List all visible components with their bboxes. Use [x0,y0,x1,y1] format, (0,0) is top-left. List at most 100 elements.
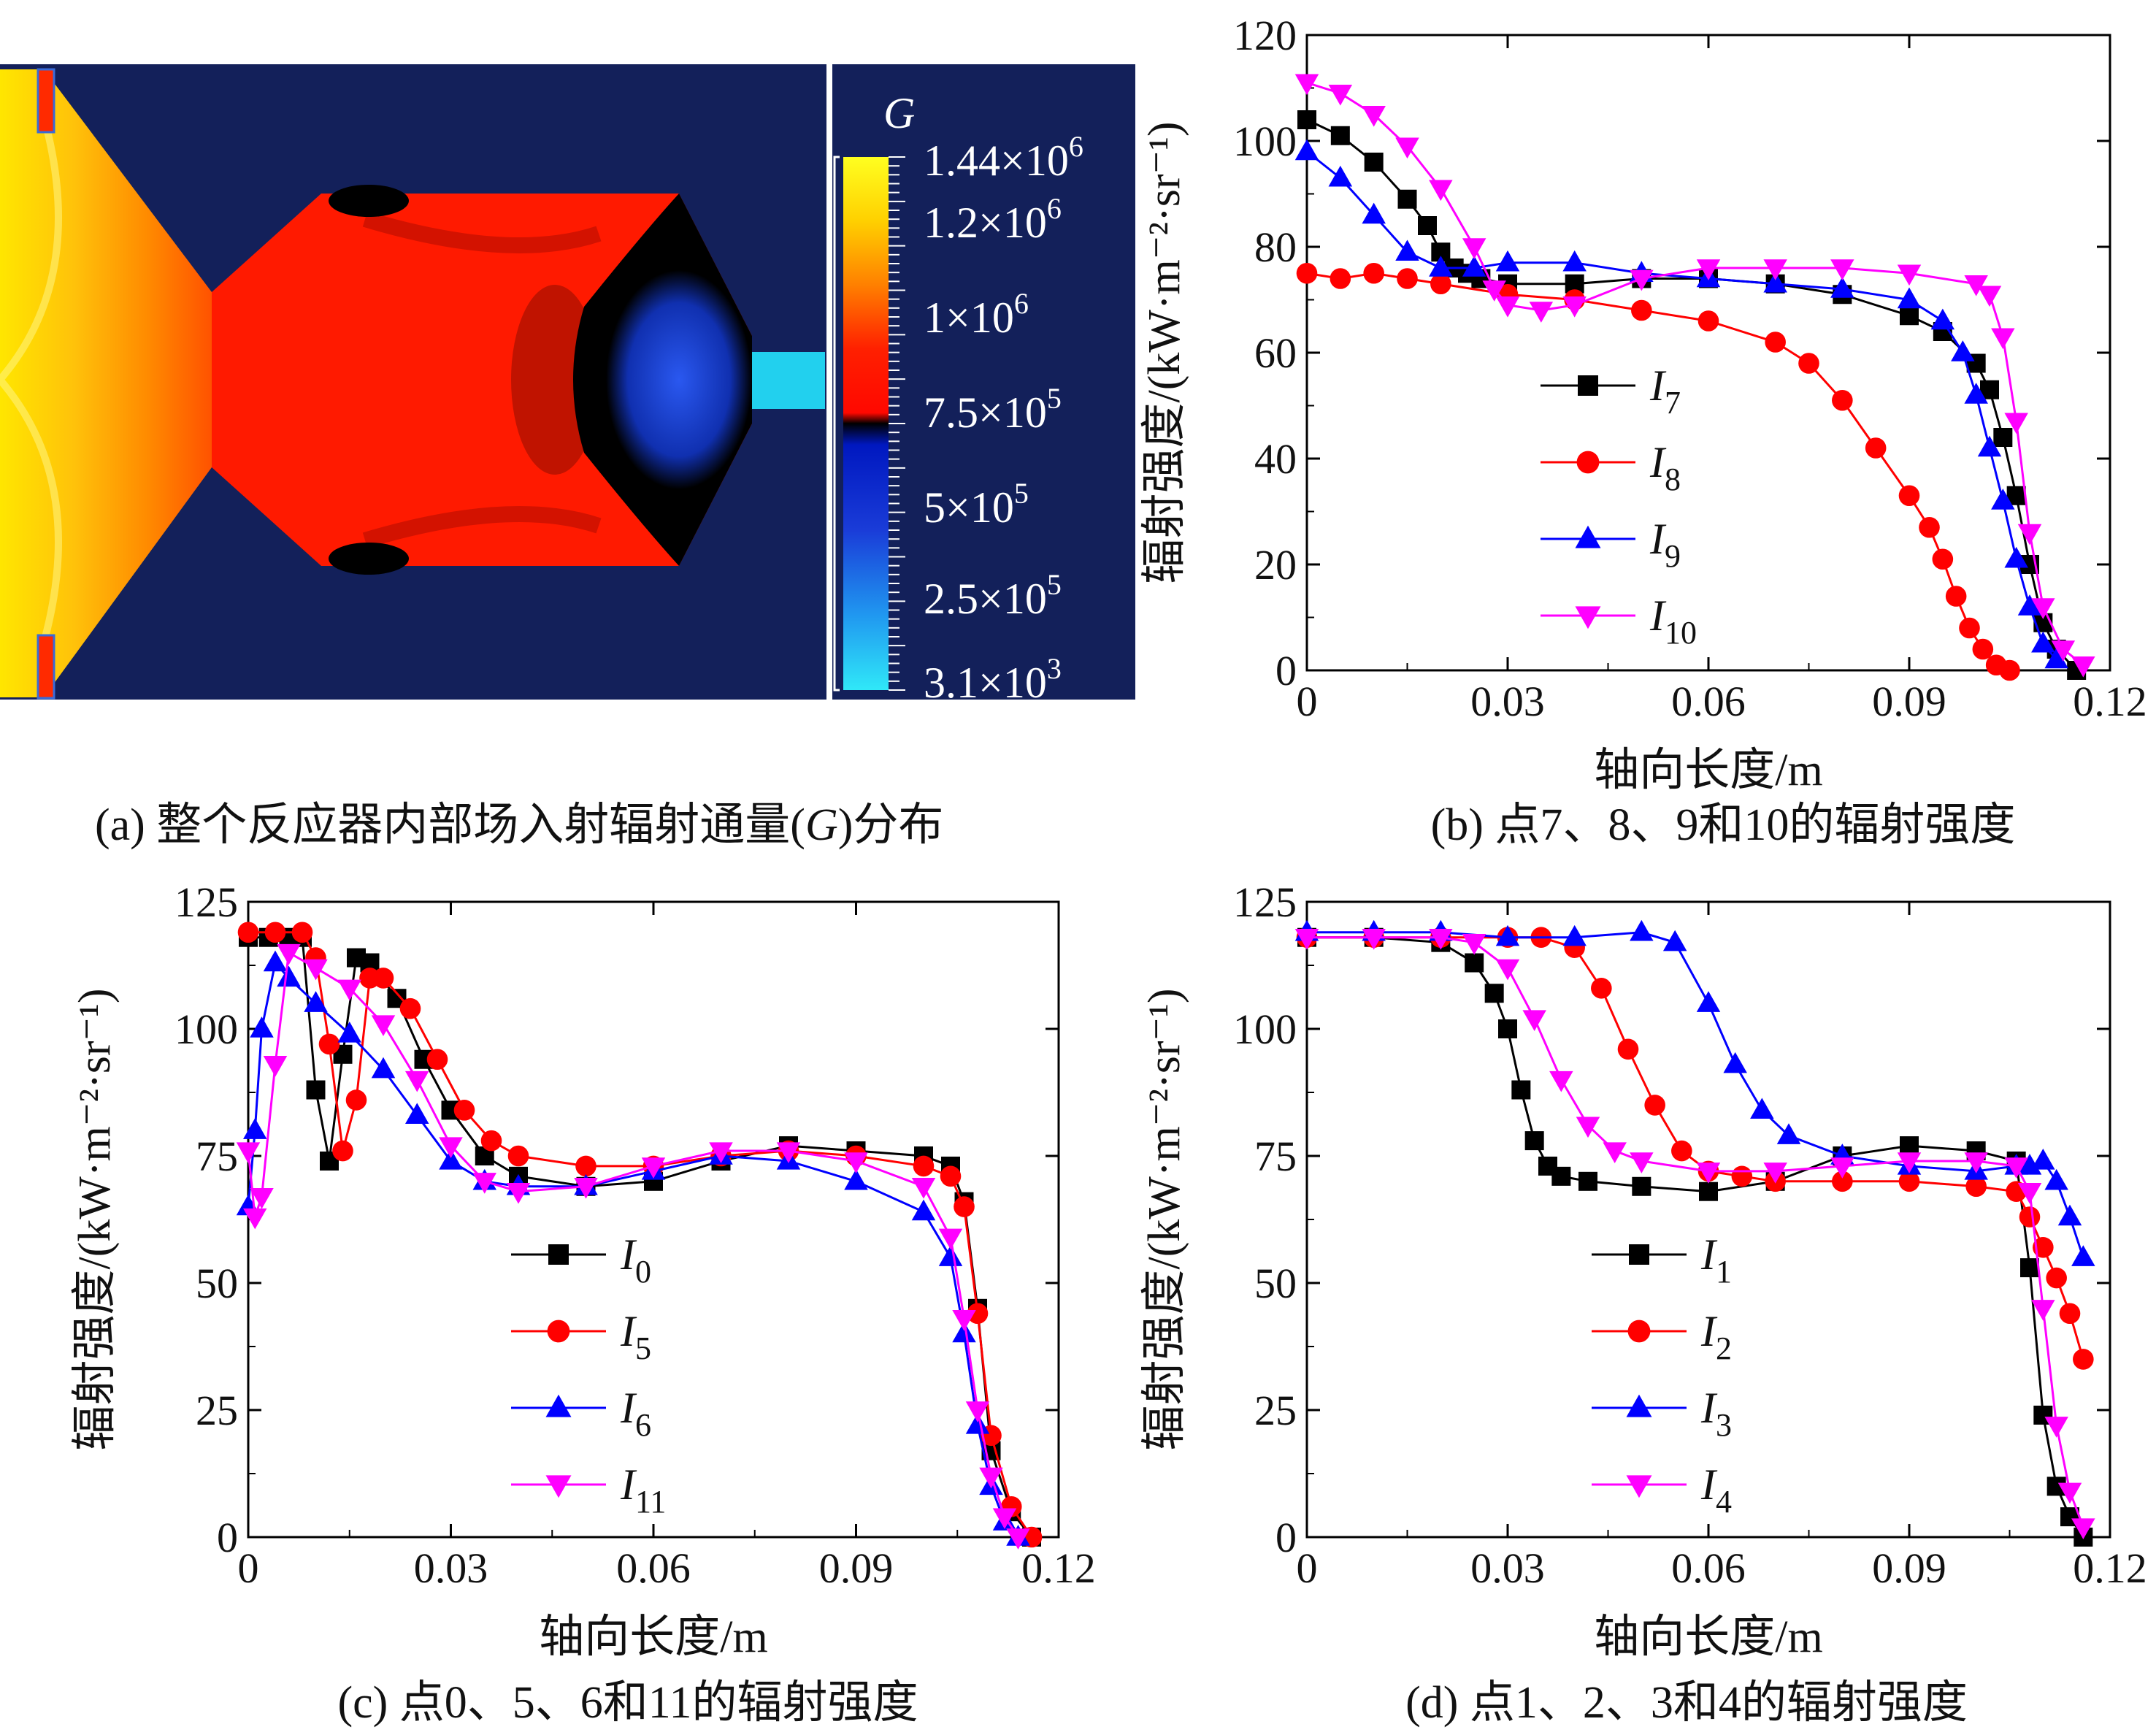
data-point [1462,238,1486,259]
data-point [345,1089,367,1111]
x-tick-label: 0 [1297,678,1318,725]
data-point [1294,929,1319,950]
data-point [967,1303,989,1325]
data-point [291,922,313,943]
data-point [2057,1204,2082,1226]
data-point [507,1145,529,1167]
series-line [1307,936,2084,1538]
data-point [1511,1080,1531,1100]
data-point [1297,110,1316,129]
legend-label: I0 [620,1230,651,1290]
plot-frame [1305,34,2111,672]
x-tick-label: 0.09 [819,1544,894,1592]
data-point [1900,306,1919,326]
y-axis-title: 辐射强度/(kW·m⁻²·sr⁻¹) [1140,122,1189,584]
x-tick-label: 0 [1297,1544,1318,1592]
series-I3 [1294,919,2095,1266]
caption-a-symbol: G [805,800,838,850]
legend-marker [1629,1244,1649,1265]
legend-label: I8 [1649,438,1681,497]
data-point [1362,106,1386,127]
y-tick-label: 100 [1233,118,1297,165]
x-tick-label: 0.06 [616,1544,691,1592]
data-point [1562,250,1587,272]
chamber-streak-bottom [362,506,602,548]
data-point [1397,189,1417,209]
y-tick-label: 100 [174,1006,238,1053]
colorbar-separator [826,64,832,700]
legend-label: I3 [1700,1384,1732,1443]
legend-marker [1575,525,1601,548]
x-axis-title: 轴向长度/m [539,1612,767,1662]
data-point [1723,1052,1747,1073]
data-point [2071,1518,2095,1539]
legend-marker [545,1475,572,1498]
x-tick-label: 0.03 [414,1544,488,1592]
y-tick-label: 100 [1233,1006,1297,1053]
x-tick-label: 0 [238,1544,259,1592]
legend-marker [1578,375,1598,396]
series-I8 [1296,262,2020,681]
data-point [2017,1183,2042,1204]
y-axis-title: 辐射强度/(kW·m⁻²·sr⁻¹) [70,989,120,1451]
data-point [776,1142,801,1163]
data-point [1364,153,1384,172]
data-point [399,997,421,1019]
data-point [264,922,286,943]
data-point [1578,1171,1597,1191]
dark-spot-top [329,185,409,217]
data-point [979,1467,1003,1489]
series-I4 [1294,929,2095,1539]
series-I5 [237,922,1043,1548]
colorbar-strip [843,157,889,690]
colorbar-labels: 1.44×106 1.2×106 1×106 7.5×105 5×105 2.5×105 3… [924,130,1083,707]
outlet-blue-blob [606,270,752,489]
y-tick-label: 120 [1233,12,1297,59]
legend-label: I2 [1700,1307,1732,1366]
y-tick-label: 20 [1254,541,1297,589]
legend: I7 I8 I9 I10 [1541,361,1697,651]
data-point [1897,1152,1922,1173]
data-point [1630,919,1654,941]
y-tick-label: 75 [196,1133,238,1180]
data-point [1006,1528,1030,1550]
data-point [439,1149,463,1170]
data-point [1632,1176,1651,1196]
legend-label: I1 [1700,1230,1732,1290]
data-point [1294,74,1319,96]
data-point [1991,489,2015,510]
data-point [1294,139,1319,161]
y-tick-label: 0 [1275,647,1297,694]
data-point [1832,1171,1853,1192]
chart-caption: (d) 点1、2、3和4的辐射强度 [1405,1678,1968,1728]
data-point [965,1412,990,1434]
data-point [304,959,328,981]
data-point [1964,1152,1988,1173]
data-point [1798,353,1819,374]
y-tick-label: 125 [1233,878,1297,926]
data-point [938,1245,963,1266]
legend-label: I11 [620,1460,666,1520]
data-point [1898,485,1920,507]
data-point [1991,328,2015,350]
left-tube-top [37,68,55,134]
chart-caption: (b) 点7、8、9和10的辐射强度 [1431,800,2016,850]
series-I0 [239,927,1041,1547]
data-point [372,968,394,989]
data-point [2019,1206,2041,1227]
x-tick-label: 0.03 [1470,678,1545,725]
data-point [709,1142,733,1163]
data-point [1898,1171,1920,1192]
data-point [1462,933,1486,955]
data-point [940,1165,962,1187]
data-point [337,979,361,1001]
data-point [1562,296,1587,318]
y-tick-label: 125 [174,878,238,926]
data-point [1524,1131,1544,1151]
y-tick-label: 50 [196,1260,238,1307]
y-tick-label: 80 [1254,223,1297,271]
data-point [304,991,328,1012]
data-point [844,1152,868,1173]
data-point [938,1228,963,1250]
